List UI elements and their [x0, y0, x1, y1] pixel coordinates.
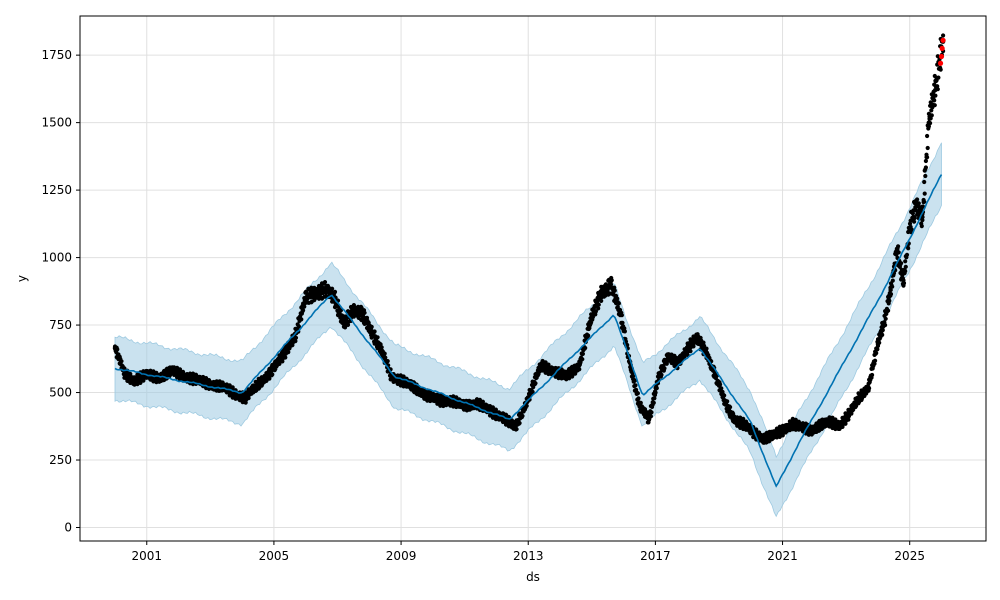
- observed-point: [475, 401, 480, 406]
- y-tick-label: 750: [49, 318, 72, 332]
- observed-point: [303, 295, 308, 301]
- observed-point: [313, 290, 318, 295]
- observed-point: [742, 422, 747, 428]
- observed-point: [907, 225, 912, 231]
- highlighted-point: [940, 37, 946, 43]
- observed-point: [379, 349, 385, 355]
- observed-point: [875, 341, 881, 347]
- observed-point: [704, 349, 709, 355]
- observed-point: [637, 403, 642, 409]
- highlighted-point: [939, 45, 945, 51]
- plot-frame: [79, 15, 987, 542]
- observed-point: [684, 347, 690, 352]
- observed-point: [351, 309, 356, 314]
- observed-point: [268, 370, 273, 375]
- observed-point: [370, 330, 375, 336]
- observed-point: [847, 411, 852, 417]
- y-tick-label: 500: [49, 386, 72, 400]
- observed-point: [411, 384, 416, 390]
- observed-point: [656, 374, 661, 379]
- observed-point: [837, 422, 842, 428]
- observed-point: [195, 378, 200, 383]
- observed-point: [770, 433, 776, 438]
- observed-point: [723, 401, 728, 406]
- observed-point: [169, 368, 175, 374]
- observed-point: [808, 428, 814, 433]
- observed-point: [437, 398, 442, 403]
- y-axis-ticks: 0 250 500 750 1000 1250 1500 1750: [41, 48, 80, 535]
- observed-point: [513, 425, 518, 430]
- y-tick-label: 0: [64, 521, 72, 535]
- highlighted-point: [938, 53, 945, 60]
- observed-point: [646, 417, 652, 422]
- observed-point: [888, 287, 893, 293]
- observed-point: [599, 290, 604, 295]
- y-tick-label: 1750: [41, 48, 72, 62]
- observed-point: [761, 436, 766, 441]
- observed-point: [828, 420, 833, 425]
- observed-point: [780, 428, 785, 433]
- x-axis-ticks: 2001 2005 2009 2013 2017 2021 2025: [131, 541, 925, 563]
- y-tick-label: 1500: [41, 116, 72, 130]
- observed-point: [182, 374, 188, 379]
- x-tick-label: 2021: [767, 549, 798, 563]
- observed-point: [913, 201, 919, 206]
- observed-point: [281, 352, 286, 357]
- observed-point: [926, 120, 931, 125]
- observed-point: [551, 368, 556, 374]
- observed-point: [618, 312, 623, 317]
- observed-point: [233, 391, 238, 397]
- observed-point: [866, 384, 871, 390]
- observed-point: [608, 282, 614, 287]
- observed-point: [322, 287, 327, 293]
- observed-point: [576, 363, 582, 368]
- x-tick-label: 2009: [386, 549, 417, 563]
- observed-point: [818, 422, 823, 428]
- observed-point: [360, 312, 366, 317]
- x-axis-label: ds: [526, 570, 540, 584]
- y-tick-label: 1250: [41, 183, 72, 197]
- y-axis-label: y: [15, 275, 29, 282]
- observed-point: [932, 88, 938, 93]
- observed-point: [694, 336, 699, 341]
- observed-point: [901, 282, 906, 287]
- observed-point: [856, 395, 862, 401]
- observed-points: [112, 33, 946, 445]
- observed-point: [894, 247, 900, 252]
- observed-point: [208, 382, 213, 387]
- grid-layer: [80, 16, 986, 541]
- observed-point: [799, 425, 804, 430]
- highlighted-points: [937, 37, 946, 66]
- observed-point: [255, 382, 261, 387]
- x-tick-label: 2017: [640, 549, 671, 563]
- observed-point: [564, 374, 569, 379]
- observed-point: [462, 403, 467, 409]
- observed-point: [424, 393, 429, 398]
- observed-point: [713, 374, 718, 379]
- observed-point: [131, 378, 137, 383]
- highlighted-point: [937, 60, 944, 66]
- y-tick-label: 250: [49, 453, 72, 467]
- observed-point: [789, 421, 795, 426]
- observed-point: [341, 320, 347, 325]
- forecast-line: [114, 174, 943, 488]
- x-tick-label: 2001: [131, 549, 162, 563]
- x-tick-label: 2005: [259, 549, 290, 563]
- observed-point: [882, 320, 887, 325]
- observed-point: [112, 345, 118, 351]
- x-tick-label: 2025: [894, 549, 925, 563]
- y-tick-label: 1000: [41, 251, 72, 265]
- observed-point: [665, 355, 671, 360]
- observed-point: [122, 371, 127, 376]
- x-tick-label: 2013: [513, 549, 544, 563]
- observed-point: [243, 395, 248, 401]
- observed-point: [589, 314, 595, 320]
- observed-point: [732, 417, 738, 422]
- observed-point: [538, 363, 544, 368]
